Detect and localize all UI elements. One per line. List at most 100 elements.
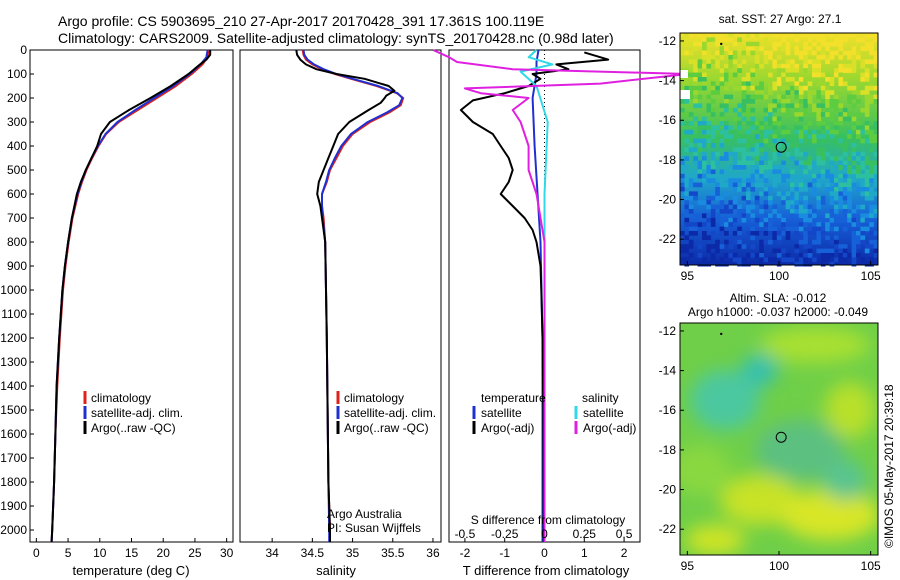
sst-pixel [759, 165, 764, 170]
sst-pixel [820, 173, 826, 179]
sst-pixel [803, 261, 808, 267]
legend-temperature-heading: temperature [481, 391, 546, 405]
sst-pixel [798, 195, 804, 201]
sst-pixel [816, 72, 822, 78]
temperature-x-axis: 0 5 10 15 20 25 30 [33, 538, 234, 560]
sst-pixel [759, 169, 764, 175]
sst-pixel [851, 68, 857, 73]
sst-pixel [732, 165, 738, 170]
sst-pixel [873, 182, 879, 188]
sst-pixel [768, 231, 773, 236]
salinity-profile-lines [295, 49, 405, 542]
sst-pixel [851, 50, 857, 56]
sst-pixel [702, 257, 707, 263]
sst-pixel [684, 248, 690, 254]
sst-pixel [754, 121, 760, 126]
sst-pixel [803, 77, 808, 82]
sst-pixel [851, 261, 857, 267]
sst-pixel [798, 85, 804, 91]
sst-pixel [728, 235, 734, 241]
sst-pixel [869, 191, 874, 197]
sst-pixel [741, 151, 747, 157]
sst-pixel [772, 147, 778, 153]
sst-pixel [869, 125, 874, 131]
sst-pixel [864, 112, 870, 117]
sst-pixel [798, 151, 804, 157]
sst-pixel [790, 204, 795, 210]
sst-pixel [737, 85, 742, 91]
t-difference-axis-label: T difference from climatology [463, 563, 630, 578]
sst-pixel [820, 112, 826, 117]
sst-pixel [746, 231, 751, 236]
sst-pixel [834, 121, 839, 126]
sst-pixel [702, 173, 707, 179]
series-line-s-argo-adj- [432, 49, 689, 542]
sst-pixel [719, 182, 725, 188]
sst-pixel [719, 231, 725, 236]
sst-pixel [829, 200, 835, 205]
sst-pixel [741, 103, 747, 109]
sst-pixel [847, 169, 852, 175]
sst-pixel [732, 182, 738, 188]
sst-pixel [754, 182, 760, 188]
sst-pixel [781, 173, 786, 179]
sst-pixel [741, 160, 747, 166]
sst-pixel [737, 204, 742, 210]
sst-pixel [790, 200, 795, 205]
sst-pixel [807, 261, 813, 267]
sst-pixel [737, 160, 742, 166]
sst-pixel [719, 46, 725, 51]
sst-pixel [702, 121, 707, 126]
sst-pixel [842, 191, 848, 197]
sst-pixel [807, 81, 813, 87]
sst-pixel [794, 116, 800, 122]
sst-pixel [860, 77, 866, 82]
sst-pixel [719, 37, 725, 43]
sst-pixel [798, 178, 804, 183]
sst-pixel [768, 143, 773, 148]
sst-pixel [785, 235, 791, 241]
sst-pixel [864, 213, 870, 219]
sst-pixel [812, 173, 817, 179]
sst-pixel [794, 248, 800, 254]
sst-pixel [851, 213, 857, 219]
sst-pixel [847, 253, 852, 258]
sst-pixel [812, 72, 817, 78]
sst-pixel [807, 160, 813, 166]
sst-pixel [724, 72, 729, 78]
sst-pixel [759, 182, 764, 188]
sst-pixel [873, 178, 879, 183]
sst-pixel [693, 213, 698, 219]
sst-pixel [785, 200, 791, 205]
sst-pixel [724, 169, 729, 175]
sst-pixel [851, 239, 857, 245]
sst-pixel [825, 213, 830, 219]
sst-pixel [781, 160, 786, 166]
sst-pixel [737, 235, 742, 241]
sst-pixel [851, 209, 857, 214]
sst-pixel [710, 195, 716, 201]
sst-pixel [851, 217, 857, 223]
sst-pixel [754, 147, 760, 153]
sst-pixel [754, 143, 760, 148]
sst-pixel [794, 81, 800, 87]
sst-pixel [856, 112, 861, 117]
sst-pixel [856, 253, 861, 258]
sst-pixel [684, 99, 690, 104]
sst-pixel [851, 94, 857, 100]
sst-pixel [851, 257, 857, 263]
sst-pixel [693, 77, 698, 82]
sst-pixel [728, 77, 734, 82]
sst-pixel [737, 257, 742, 263]
sst-pixel [798, 138, 804, 144]
sst-pixel [860, 138, 866, 144]
sst-pixel [798, 239, 804, 245]
sst-land-mask [680, 70, 688, 78]
sst-pixel [829, 213, 835, 219]
sst-pixel [812, 90, 817, 95]
sst-pixel [847, 191, 852, 197]
sst-pixel [803, 209, 808, 214]
sst-pixel [790, 187, 795, 192]
sst-pixel [869, 209, 874, 214]
sst-pixel [741, 77, 747, 82]
